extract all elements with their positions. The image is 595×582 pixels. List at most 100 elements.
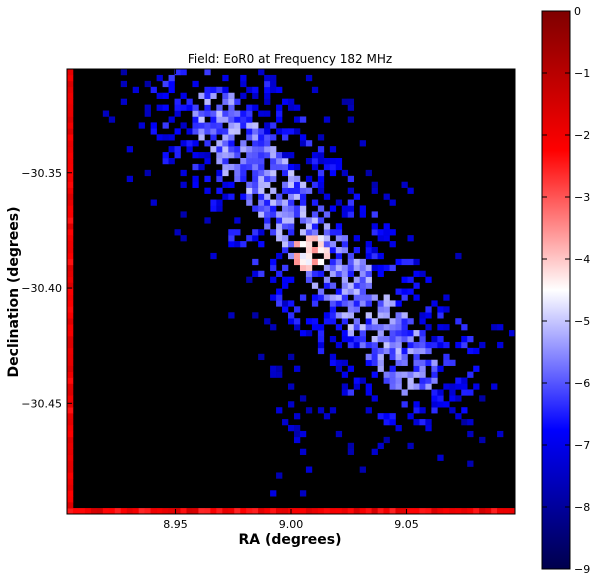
heatmap-cell	[419, 348, 425, 354]
heatmap-cell	[216, 122, 222, 128]
heatmap-cell	[443, 508, 449, 514]
heatmap-cell	[419, 419, 425, 425]
heatmap-cell	[276, 87, 282, 93]
heatmap-cell	[312, 235, 318, 241]
heatmap-cell	[252, 188, 258, 194]
heatmap-cell	[312, 87, 318, 93]
heatmap-cell	[384, 378, 390, 384]
heatmap-cell	[264, 200, 270, 206]
heatmap-cell	[228, 105, 234, 111]
heatmap-cell	[234, 152, 240, 158]
heatmap-cell	[252, 93, 258, 99]
heatmap-cell	[276, 235, 282, 241]
heatmap-cell	[67, 318, 73, 324]
heatmap-cell	[258, 176, 264, 182]
heatmap-cell	[252, 134, 258, 140]
heatmap-cell	[330, 360, 336, 366]
heatmap-cell	[67, 490, 73, 496]
heatmap-cell	[491, 508, 497, 514]
heatmap-cell	[461, 389, 467, 395]
heatmap-cell	[67, 300, 73, 306]
heatmap-cell	[270, 146, 276, 152]
x-tick-label: 9.00	[279, 518, 304, 531]
heatmap-cell	[366, 407, 372, 413]
heatmap-cell	[402, 354, 408, 360]
heatmap-cell	[163, 105, 169, 111]
heatmap-cell	[402, 336, 408, 342]
heatmap-cell	[342, 389, 348, 395]
heatmap-cell	[288, 318, 294, 324]
heatmap-cell	[402, 259, 408, 265]
heatmap-cell	[396, 372, 402, 378]
heatmap-cell	[240, 111, 246, 117]
heatmap-cell	[360, 277, 366, 283]
heatmap-cell	[324, 312, 330, 318]
heatmap-cell	[384, 342, 390, 348]
heatmap-cell	[270, 205, 276, 211]
heatmap-cell	[396, 318, 402, 324]
heatmap-cell	[228, 312, 234, 318]
heatmap-cell	[169, 116, 175, 122]
heatmap-cell	[497, 431, 503, 437]
heatmap-cell	[378, 508, 384, 514]
heatmap-cell	[228, 152, 234, 158]
heatmap-cell	[437, 401, 443, 407]
heatmap-cell	[222, 194, 228, 200]
heatmap-cell	[443, 383, 449, 389]
heatmap-cell	[252, 164, 258, 170]
heatmap-cell	[318, 235, 324, 241]
heatmap-cell	[192, 81, 198, 87]
heatmap-cell	[366, 271, 372, 277]
heatmap-cell	[366, 508, 372, 514]
heatmap-cell	[216, 146, 222, 152]
heatmap-cell	[413, 271, 419, 277]
heatmap-cell	[336, 247, 342, 253]
heatmap-cell	[443, 324, 449, 330]
heatmap-cell	[67, 312, 73, 318]
heatmap-cell	[270, 324, 276, 330]
heatmap-cell	[312, 247, 318, 253]
heatmap-cell	[330, 306, 336, 312]
heatmap-cell	[210, 111, 216, 117]
heatmap-cell	[270, 164, 276, 170]
heatmap-cell	[216, 128, 222, 134]
heatmap-cell	[198, 93, 204, 99]
heatmap-cell	[384, 413, 390, 419]
heatmap-cell	[467, 508, 473, 514]
heatmap-cell	[402, 289, 408, 295]
heatmap-cell	[216, 170, 222, 176]
heatmap-cell	[67, 69, 73, 75]
heatmap-cell	[461, 336, 467, 342]
heatmap-cell	[306, 265, 312, 271]
heatmap-cell	[204, 152, 210, 158]
heatmap-cell	[282, 182, 288, 188]
heatmap-cell	[67, 366, 73, 372]
heatmap-cell	[330, 318, 336, 324]
heatmap-cell	[312, 318, 318, 324]
heatmap-cell	[264, 140, 270, 146]
heatmap-cell	[431, 378, 437, 384]
heatmap-cell	[455, 508, 461, 514]
heatmap-cell	[455, 413, 461, 419]
plot-background	[67, 69, 515, 514]
heatmap-cell	[306, 467, 312, 473]
heatmap-cell	[252, 152, 258, 158]
colorbar-tick-label: −1	[574, 67, 590, 80]
heatmap-cell	[288, 105, 294, 111]
heatmap-cell	[390, 372, 396, 378]
heatmap-cell	[348, 306, 354, 312]
heatmap-cell	[336, 360, 342, 366]
heatmap-cell	[324, 247, 330, 253]
heatmap-cell	[431, 508, 437, 514]
heatmap-cell	[360, 378, 366, 384]
heatmap-cell	[210, 205, 216, 211]
heatmap-cell	[288, 277, 294, 283]
heatmap-cell	[210, 134, 216, 140]
heatmap-cell	[324, 164, 330, 170]
heatmap-cell	[431, 395, 437, 401]
heatmap-cell	[378, 354, 384, 360]
heatmap-cell	[67, 425, 73, 431]
heatmap-cell	[366, 360, 372, 366]
heatmap-cell	[67, 431, 73, 437]
heatmap-cell	[330, 146, 336, 152]
